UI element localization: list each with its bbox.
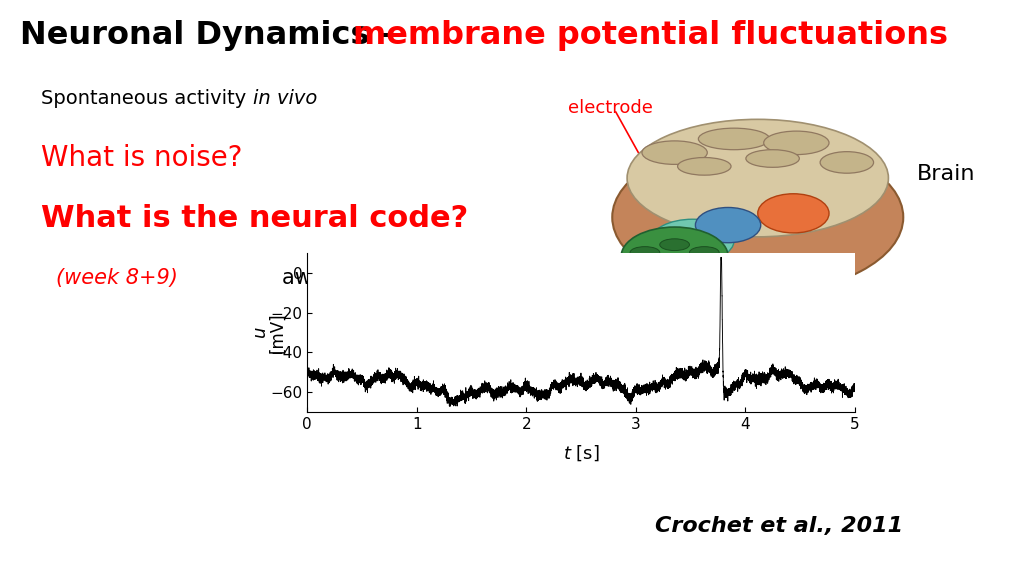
Text: Neuronal Dynamics –: Neuronal Dynamics –: [20, 20, 409, 51]
Ellipse shape: [698, 128, 770, 150]
Text: [mV]: [mV]: [268, 312, 286, 353]
Ellipse shape: [612, 141, 903, 294]
Ellipse shape: [651, 219, 734, 262]
Text: $u$: $u$: [252, 327, 269, 339]
Ellipse shape: [695, 207, 761, 242]
Ellipse shape: [689, 247, 719, 259]
Ellipse shape: [743, 260, 773, 291]
Text: $t$ [s]: $t$ [s]: [563, 444, 599, 463]
Text: Brain: Brain: [916, 164, 975, 184]
Ellipse shape: [678, 158, 731, 175]
Ellipse shape: [758, 194, 829, 233]
Text: membrane potential fluctuations: membrane potential fluctuations: [353, 20, 948, 51]
Ellipse shape: [630, 247, 659, 259]
Text: in vivo: in vivo: [253, 89, 317, 108]
Ellipse shape: [642, 141, 708, 164]
Text: Crochet et al., 2011: Crochet et al., 2011: [655, 516, 903, 536]
Ellipse shape: [627, 119, 889, 237]
Ellipse shape: [622, 227, 728, 286]
Ellipse shape: [659, 239, 689, 251]
Ellipse shape: [764, 131, 829, 154]
Text: electrode: electrode: [568, 99, 653, 117]
Text: What is noise?: What is noise?: [41, 144, 243, 172]
Text: What is the neural code?: What is the neural code?: [41, 204, 468, 233]
Ellipse shape: [745, 150, 800, 167]
Ellipse shape: [820, 151, 873, 173]
Text: Spontaneous activity: Spontaneous activity: [41, 89, 253, 108]
Text: awake mouse, cortex, freely whisking,: awake mouse, cortex, freely whisking,: [282, 268, 681, 288]
Text: (week 8+9): (week 8+9): [56, 268, 178, 288]
